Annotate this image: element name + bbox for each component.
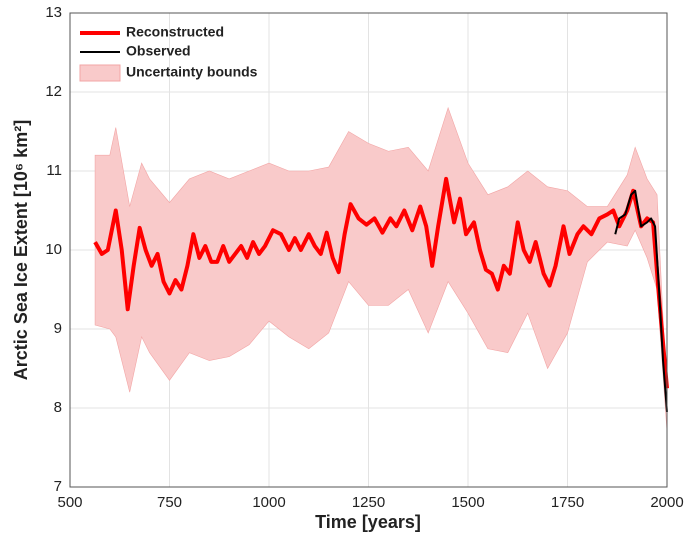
axes-frame	[69, 12, 668, 488]
legend-label: Reconstructed	[126, 24, 224, 40]
series-line	[93, 176, 669, 389]
y-tick-label: 7	[54, 478, 62, 495]
y-tick-label: 9	[54, 320, 62, 337]
y-tick-label: 11	[46, 162, 62, 179]
x-tick-label: 500	[57, 494, 82, 511]
x-tick-label: 1000	[252, 494, 285, 511]
y-tick-label: 10	[45, 241, 62, 258]
series-line	[614, 189, 668, 413]
x-tick-label: 1250	[352, 494, 385, 511]
legend-label: Observed	[126, 43, 191, 59]
legend-swatch	[79, 64, 121, 82]
x-tick-label: 1500	[451, 494, 484, 511]
x-tick-label: 750	[157, 494, 182, 511]
y-tick-label: 13	[45, 4, 62, 21]
legend-label: Uncertainty bounds	[126, 64, 258, 80]
y-tick-label: 12	[45, 83, 62, 100]
y-axis-label: Arctic Sea Ice Extent [10⁶ km²]	[11, 120, 31, 380]
y-tick-label: 8	[54, 399, 62, 416]
x-tick-label: 1750	[551, 494, 584, 511]
x-tick-label: 2000	[650, 494, 683, 511]
x-axis-label: Time [years]	[315, 512, 421, 532]
